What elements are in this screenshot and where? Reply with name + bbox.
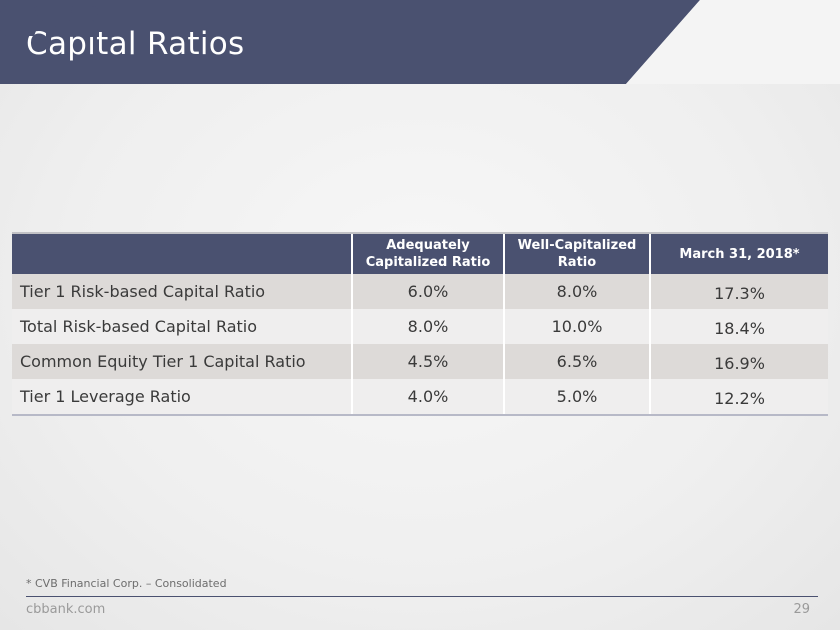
header-adequately-capitalized: Adequately Capitalized Ratio — [351, 232, 504, 274]
table-row: Tier 1 Risk-based Capital Ratio 6.0% 8.0… — [12, 274, 828, 309]
well-value: 10.0% — [503, 309, 650, 344]
capital-ratios-table: Adequately Capitalized Ratio Well-Capita… — [12, 232, 828, 416]
banner-shape — [0, 0, 840, 84]
adequately-value: 8.0% — [351, 309, 504, 344]
row-label: Total Risk-based Capital Ratio — [12, 309, 352, 344]
adequately-value: 4.0% — [351, 379, 504, 416]
header-blank — [12, 232, 352, 274]
table-row: Tier 1 Leverage Ratio 4.0% 5.0% 12.2% — [12, 379, 828, 416]
header-well-capitalized: Well-Capitalized Ratio — [503, 232, 650, 274]
actual-value: 16.9% — [649, 344, 828, 379]
row-label: Common Equity Tier 1 Capital Ratio — [12, 344, 352, 379]
row-label: Tier 1 Risk-based Capital Ratio — [12, 274, 352, 309]
row-label: Tier 1 Leverage Ratio — [12, 379, 352, 416]
header-march-2018: March 31, 2018* — [649, 232, 828, 274]
actual-value: 12.2% — [649, 379, 828, 416]
cvb-logo — [0, 6, 98, 36]
footer-divider — [26, 596, 818, 597]
actual-value: 17.3% — [649, 274, 828, 309]
well-value: 8.0% — [503, 274, 650, 309]
actual-value: 18.4% — [649, 309, 828, 344]
table-row: Common Equity Tier 1 Capital Ratio 4.5% … — [12, 344, 828, 379]
title-banner: Capital Ratios — [0, 0, 840, 84]
footnote: * CVB Financial Corp. – Consolidated — [26, 577, 227, 590]
table-row: Total Risk-based Capital Ratio 8.0% 10.0… — [12, 309, 828, 344]
well-value: 5.0% — [503, 379, 650, 416]
table-header-row: Adequately Capitalized Ratio Well-Capita… — [12, 232, 828, 274]
page-number: 29 — [793, 602, 810, 617]
website-text: cbbank.com — [26, 602, 106, 617]
adequately-value: 6.0% — [351, 274, 504, 309]
well-value: 6.5% — [503, 344, 650, 379]
adequately-value: 4.5% — [351, 344, 504, 379]
